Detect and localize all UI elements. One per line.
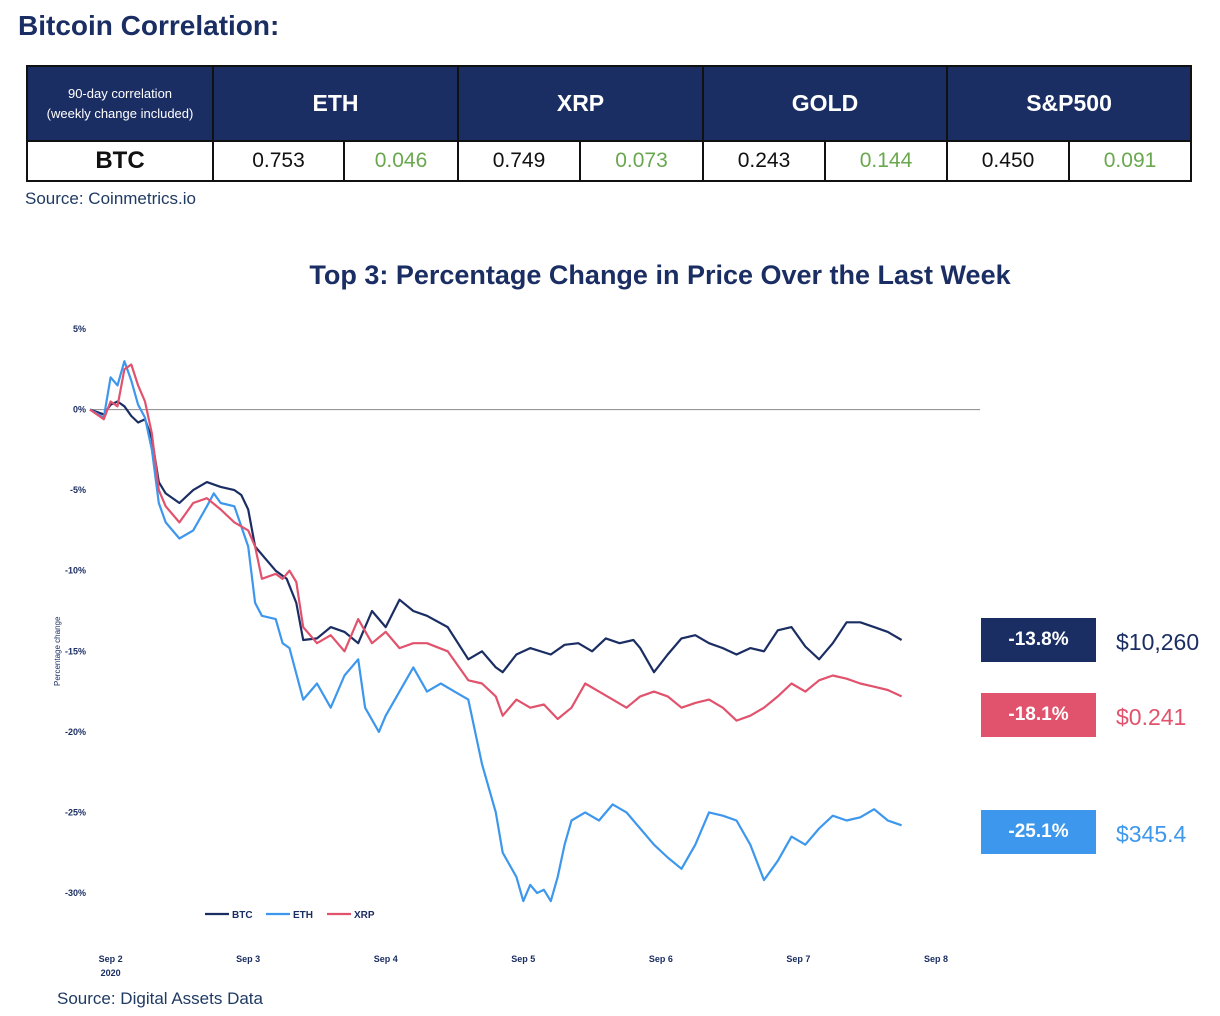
xrp-correlation-value: 0.749 [457,140,581,182]
x-tick-label: Sep 4 [374,954,398,964]
y-tick-label: -30% [65,888,86,898]
correlation-table: 90-day correlation (weekly change includ… [26,65,1193,182]
y-tick-label: -20% [65,727,86,737]
legend-label-btc: BTC [232,910,253,921]
gold-correlation-value: 0.243 [702,140,827,182]
btc-change-badge: -13.8% [981,618,1096,662]
sp500-weekly-change: 0.091 [1068,140,1193,182]
eth-correlation-value: 0.753 [212,140,345,182]
x-tick-sublabel: 2020 [101,968,121,978]
y-tick-label: 5% [73,324,86,334]
row-label-btc: BTC [26,140,214,182]
series-line-eth [89,360,902,903]
xrp-change-badge: -18.1% [981,693,1096,737]
xrp-price: $0.241 [1116,704,1187,730]
column-header-gold: GOLD [702,65,949,142]
series-line-btc [89,400,903,674]
legend-label-eth: ETH [293,910,313,921]
y-tick-label: 0% [73,405,86,415]
header-label-line2: (weekly change included) [46,105,194,121]
table-row: BTC 0.753 0.046 0.749 0.073 0.243 0.144 … [26,140,1193,182]
y-tick-label: -15% [65,646,86,656]
y-tick-label: -25% [65,807,86,817]
chart-source: Source: Digital Assets Data [57,989,263,1008]
column-header-sp500: S&P500 [946,65,1193,142]
column-header-xrp: XRP [456,65,705,142]
legend-label-xrp: XRP [354,910,375,921]
eth-price: $345.4 [1116,821,1187,847]
series-line-xrp [89,363,903,722]
x-tick-label: Sep 6 [649,954,673,964]
correlation-source: Source: Coinmetrics.io [25,189,197,208]
x-tick-label: Sep 3 [236,954,260,964]
btc-price: $10,260 [1116,629,1200,655]
xrp-weekly-change: 0.073 [578,140,705,182]
sp500-correlation-value: 0.450 [946,140,1071,182]
x-tick-label: Sep 5 [511,954,535,964]
gold-weekly-change: 0.144 [824,140,949,182]
chart-title: Top 3: Percentage Change in Price Over t… [309,260,1011,290]
correlation-title: Bitcoin Correlation: [18,10,280,41]
x-tick-label: Sep 8 [924,954,948,964]
x-tick-label: Sep 2 [99,954,123,964]
eth-change-badge: -25.1% [981,810,1096,854]
column-header-eth: ETH [212,65,459,142]
x-tick-label: Sep 7 [786,954,810,964]
header-label-line1: 90-day correlation [67,85,173,101]
correlation-header-label: 90-day correlation (weekly change includ… [26,65,214,142]
y-tick-label: -5% [70,485,86,495]
y-tick-label: -10% [65,566,86,576]
correlation-header-row: 90-day correlation (weekly change includ… [26,65,1193,142]
y-axis-title: Percentage change [53,616,62,686]
eth-weekly-change: 0.046 [343,140,459,182]
